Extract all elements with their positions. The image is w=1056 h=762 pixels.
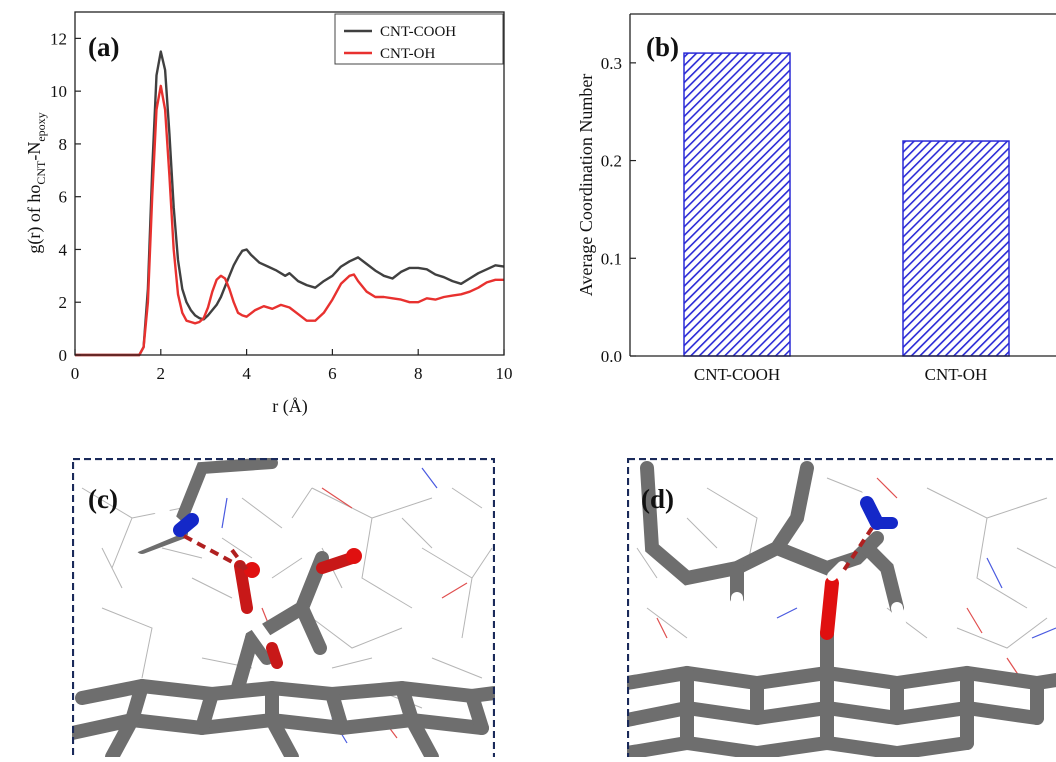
rdf-y-tick-label: 10 (50, 82, 67, 101)
rdf-series-line-cooh (75, 50, 505, 357)
rdf-x-tick-label: 4 (242, 364, 251, 383)
bar-y-tick-label: 0.3 (601, 54, 622, 73)
molecular-snapshot-cooh-icon: (c) (65, 457, 502, 762)
bar-y-tick-label: 0.0 (601, 347, 622, 366)
panel-label-a: (a) (88, 32, 119, 62)
rdf-x-tick-label: 0 (71, 364, 80, 383)
bar-category-label: CNT-OH (925, 365, 988, 384)
rdf-y-tick-label: 0 (59, 346, 68, 365)
bar-cnt-cooh (683, 52, 791, 357)
bar-category-label: CNT-COOH (694, 365, 780, 384)
rdf-y-tick-label: 2 (59, 293, 68, 312)
rdf-y-axis-title: g(r) of hoCNT-Nepoxy (24, 112, 48, 253)
rdf-x-tick-label: 8 (414, 364, 423, 383)
rdf-y-tick-label: 6 (59, 188, 68, 207)
snapshot-cnt-cooh: (c) (65, 457, 502, 762)
rdf-legend: CNT-COOH CNT-OH (334, 13, 504, 65)
snapshot-cnt-oh: (d) (620, 457, 1056, 762)
rdf-chart-panel: 0 2 4 6 8 10 0 2 4 6 8 10 12 (a) CNT-COOH CNT-OH r (… (0, 0, 520, 420)
rdf-line-chart: 0 2 4 6 8 10 0 2 4 6 8 10 12 (a) CNT-COOH CNT-OH r (… (24, 11, 513, 417)
rdf-plot-frame (74, 11, 505, 356)
rdf-y-tick-label: 8 (59, 135, 68, 154)
coordination-bar-chart: CNT-COOH CNT-OH 0.0 0.1 0.2 0.3 (b) Average … (576, 13, 1056, 384)
bar-y-tick-label: 0.2 (601, 152, 622, 171)
rdf-y-tick-label: 4 (59, 240, 68, 259)
coordination-bar-panel: CNT-COOH CNT-OH 0.0 0.1 0.2 0.3 (b) Average … (528, 0, 1056, 420)
bar-y-tick-label: 0.1 (601, 249, 622, 268)
panel-label-c: (c) (88, 484, 118, 514)
legend-label-cooh: CNT-COOH (380, 24, 456, 40)
bar-cnt-oh (902, 140, 1010, 357)
rdf-x-tick-label: 6 (328, 364, 337, 383)
rdf-x-tick-label: 2 (157, 364, 166, 383)
bar-y-axis-title: Average Coordination Number (576, 74, 596, 297)
rdf-x-axis-title: r (Å) (272, 396, 307, 417)
panel-label-d: (d) (641, 484, 674, 514)
panel-label-b: (b) (646, 32, 679, 62)
legend-label-oh: CNT-OH (380, 46, 435, 62)
rdf-y-tick-label: 12 (50, 29, 67, 48)
rdf-series-line-oh (75, 84, 504, 357)
rdf-x-tick-label: 10 (496, 364, 513, 383)
molecular-snapshot-oh-icon: (d) (620, 457, 1056, 762)
